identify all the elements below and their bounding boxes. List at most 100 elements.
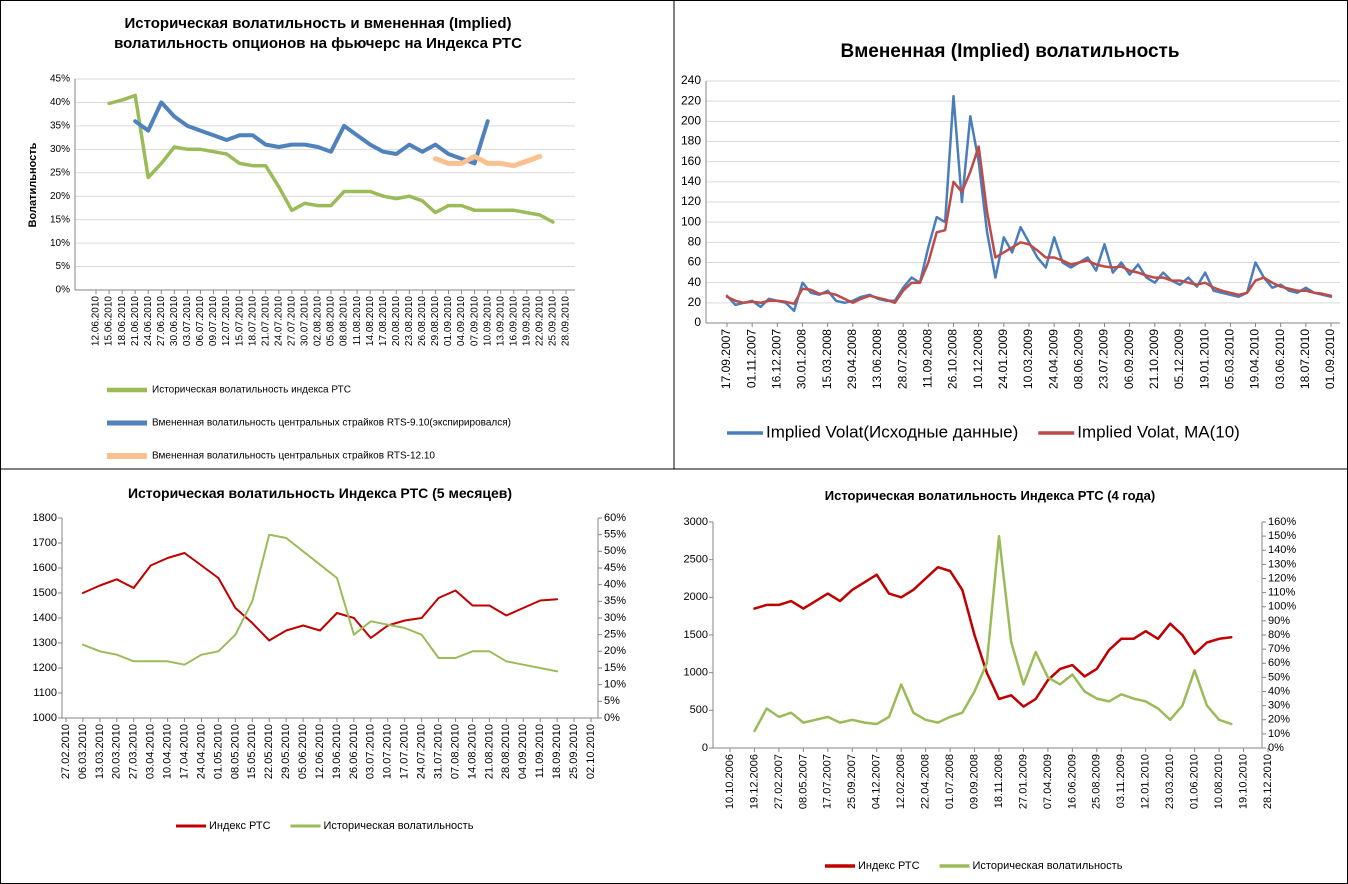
y2-tick-label: 130% [1268,558,1296,570]
x-tick-label: 23.08.2010 [404,296,415,346]
x-tick-label: 11.09.2010 [534,724,546,778]
y2-tick-label: 30% [604,612,626,624]
x-tick-label: 14.08.2010 [365,296,376,346]
x-tick-label: 19.10.2010 [1237,754,1249,809]
x-tick-label: 04.09.2010 [517,724,529,779]
x-tick-label: 06.07.2010 [195,296,206,346]
x-tick-label: 15.07.2010 [234,296,245,346]
y2-tick-label: 25% [604,629,626,641]
y-tick-label: 2500 [684,554,708,566]
y2-tick-label: 50% [1268,671,1290,683]
x-tick-label: 19.06.2010 [331,724,343,779]
y-tick-label: 100 [681,214,701,228]
y-tick-label: 15% [50,214,70,225]
x-tick-label: 29.08.2010 [430,296,441,346]
x-tick-label: 05.12.2009 [1172,329,1186,389]
x-tick-label: 25.09.2007 [846,754,858,809]
series-line [432,153,543,169]
x-tick-label: 16.06.2009 [1066,754,1078,809]
y2-tick-label: 110% [1268,587,1296,599]
x-tick-label: 19.01.2010 [1197,329,1211,389]
x-tick-label: 01.09.2010 [443,296,454,346]
y-tick-label: 1000 [33,712,57,724]
series-line [81,533,559,673]
x-tick-label: 18.06.2010 [117,296,128,346]
y-tick-label: 1300 [33,637,57,649]
y2-tick-label: 90% [1268,615,1290,627]
legend-label: Implied Volat, MA(10) [1077,422,1240,441]
x-tick-label: 27.02.2007 [773,754,785,809]
y-tick-label: 1500 [33,587,57,599]
y-tick-label: 30% [50,144,70,155]
y-tick-label: 10% [50,238,70,249]
x-tick-label: 08.06.2009 [1072,329,1086,389]
x-tick-label: 28.12.2010 [1262,754,1274,809]
x-tick-label: 03.07.2010 [182,296,193,346]
x-tick-label: 07.08.2010 [449,724,461,779]
x-tick-label: 28.08.2010 [500,724,512,779]
y2-tick-label: 15% [604,662,626,674]
x-tick-label: 18.07.2010 [1298,329,1312,389]
y-tick-label: 0 [702,742,708,754]
x-tick-label: 24.01.2009 [996,329,1010,389]
x-tick-label: 11.08.2010 [352,296,363,346]
y-tick-label: 0% [56,285,71,296]
x-tick-label: 05.03.2010 [1223,329,1237,389]
y2-tick-label: 0% [604,712,620,724]
x-tick-label: 18.11.2008 [993,754,1005,808]
x-tick-label: 16.12.2007 [770,329,784,389]
x-tick-label: 10.12.2008 [971,329,985,389]
y2-tick-label: 0% [1268,742,1284,754]
x-tick-label: 19.09.2010 [521,296,532,346]
y-tick-label: 45% [50,74,70,85]
y-tick-label: 3000 [684,516,708,528]
x-tick-label: 17.07.2010 [399,724,411,779]
y2-tick-label: 120% [1268,572,1296,584]
y-tick-label: 40% [50,97,70,108]
x-tick-label: 12.02.2008 [895,754,907,809]
x-tick-label: 16.09.2010 [508,296,519,346]
y-tick-label: 60 [688,255,702,269]
legend-label: Историческая волатильность индекса РТС [152,385,351,396]
x-tick-label: 01.07.2008 [944,754,956,809]
x-tick-label: 24.07.2010 [273,296,284,346]
x-tick-label: 17.09.2007 [719,329,733,389]
legend-label: Вмененная волатильность центральных стра… [152,451,435,462]
x-tick-label: 21.08.2010 [483,724,495,779]
y-tick-label: 2000 [684,591,708,603]
y2-tick-label: 60% [604,512,626,524]
x-tick-label: 31.07.2010 [432,724,444,779]
x-tick-label: 10.03.2009 [1021,329,1035,389]
y2-tick-label: 80% [1268,629,1290,641]
y-tick-label: 35% [50,121,70,132]
x-tick-label: 05.06.2010 [297,724,309,779]
x-tick-label: 03.07.2010 [365,724,377,779]
y-tick-label: 1600 [33,562,57,574]
y2-tick-label: 50% [604,545,626,557]
x-tick-label: 23.03.2010 [1164,754,1176,809]
x-tick-label: 27.03.2010 [128,724,140,779]
chart-title: Историческая волатильность Индекса РТС (… [824,488,1156,503]
x-tick-label: 03.11.2009 [1115,754,1127,808]
x-tick-label: 01.05.2010 [212,724,224,779]
x-tick-label: 07.04.2009 [1042,754,1054,809]
x-tick-label: 15.03.2008 [820,329,834,389]
x-tick-label: 05.08.2010 [326,296,337,346]
legend-label: Историческая волатильность [973,860,1123,872]
x-tick-label: 27.07.2010 [286,296,297,346]
x-tick-label: 12.06.2010 [314,724,326,779]
x-tick-label: 17.08.2010 [378,296,389,346]
y-tick-label: 1700 [33,537,57,549]
x-tick-label: 10.09.2010 [482,296,493,346]
y-tick-label: 1800 [33,512,57,524]
y2-tick-label: 35% [604,595,626,607]
y-tick-label: 1100 [33,687,57,699]
y-tick-label: 180 [681,134,701,148]
x-tick-label: 13.06.2008 [870,329,884,389]
legend-label: Историческая волатильность [324,820,474,832]
legend-label: Implied Volat(Исходные данные) [766,422,1018,441]
y2-tick-label: 20% [1268,714,1290,726]
x-tick-label: 23.07.2009 [1097,329,1111,389]
y-tick-label: 240 [681,73,701,87]
x-tick-label: 01.06.2010 [1189,754,1201,809]
